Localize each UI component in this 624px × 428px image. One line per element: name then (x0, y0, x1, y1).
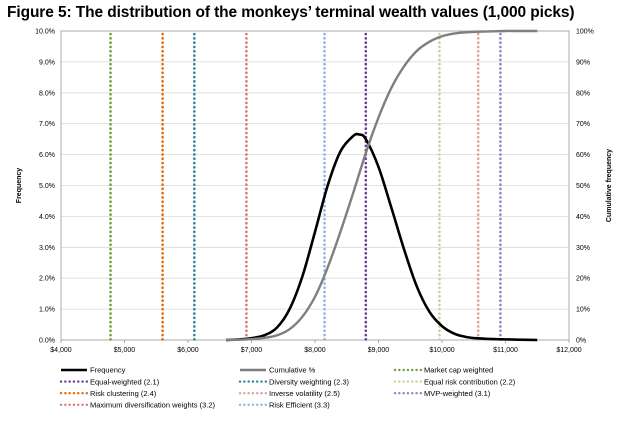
y2-tick-label: 0% (576, 338, 586, 345)
legend-item: Risk Efficient (3.3) (238, 401, 330, 410)
y2-axis-title: Cumulative frequency (606, 149, 613, 222)
x-tick-label: $9,000 (368, 347, 390, 354)
legend-label: Equal-weighted (2.1) (90, 377, 160, 386)
y2-tick-label: 20% (576, 276, 590, 283)
legend-label: Risk clustering (2.4) (90, 389, 157, 398)
legend-item: Market cap weighted (393, 366, 493, 375)
y-tick-label: 10.0% (35, 29, 55, 36)
legend-item: Cumulative % (240, 366, 316, 375)
x-tick-label: $8,000 (304, 347, 326, 354)
x-tick-label: $6,000 (177, 347, 199, 354)
legend-label: Risk Efficient (3.3) (269, 401, 330, 410)
y-tick-label: 7.0% (39, 121, 55, 128)
y2-tick-label: 80% (576, 90, 590, 97)
legend-label: Cumulative % (269, 366, 316, 375)
legend-label: Frequency (90, 366, 126, 375)
legend-label: Inverse volatility (2.5) (269, 389, 340, 398)
x-tick-label: $5,000 (114, 347, 136, 354)
legend-item: Risk clustering (2.4) (59, 389, 157, 398)
y2-tick-label: 90% (576, 59, 590, 66)
y-tick-label: 1.0% (39, 307, 55, 314)
x-tick-label: $10,000 (429, 347, 454, 354)
series-line-cumulative (226, 29, 538, 342)
y-axis-title: Frequency (16, 168, 23, 204)
legend-label: Maximum diversification weights (3.2) (90, 401, 216, 410)
x-tick-label: $7,000 (241, 347, 263, 354)
y2-tick-label: 100% (576, 29, 594, 36)
y-tick-label: 5.0% (39, 183, 55, 190)
x-tick-label: $4,000 (50, 347, 72, 354)
legend-item: MVP-weighted (3.1) (393, 389, 491, 398)
legend-item: Maximum diversification weights (3.2) (59, 401, 216, 410)
y2-tick-label: 70% (576, 121, 590, 128)
y-tick-label: 8.0% (39, 90, 55, 97)
legend-item: Frequency (61, 366, 126, 375)
legend-item: Inverse volatility (2.5) (238, 389, 340, 398)
figure-title: Figure 5: The distribution of the monkey… (7, 4, 575, 21)
legend-label: Market cap weighted (424, 366, 493, 375)
y2-tick-label: 40% (576, 214, 590, 221)
y-tick-label: 4.0% (39, 214, 55, 221)
y-tick-label: 9.0% (39, 59, 55, 66)
legend-item: Diversity weighting (2.3) (238, 377, 350, 386)
y-tick-label: 3.0% (39, 245, 55, 252)
series-line-frequency (226, 132, 538, 342)
y2-tick-label: 60% (576, 152, 590, 159)
y2-tick-label: 50% (576, 183, 590, 190)
legend-label: MVP-weighted (3.1) (424, 389, 491, 398)
legend-item: Equal-weighted (2.1) (59, 377, 160, 386)
y-tick-label: 0.0% (39, 338, 55, 345)
y-tick-label: 6.0% (39, 152, 55, 159)
legend-item: Equal risk contribution (2.2) (393, 377, 516, 386)
y-tick-label: 2.0% (39, 276, 55, 283)
x-tick-label: $12,000 (556, 347, 581, 354)
legend-label: Equal risk contribution (2.2) (424, 377, 516, 386)
y2-tick-label: 30% (576, 245, 590, 252)
y2-tick-label: 10% (576, 307, 590, 314)
x-tick-label: $11,000 (493, 347, 518, 354)
legend-label: Diversity weighting (2.3) (269, 377, 350, 386)
